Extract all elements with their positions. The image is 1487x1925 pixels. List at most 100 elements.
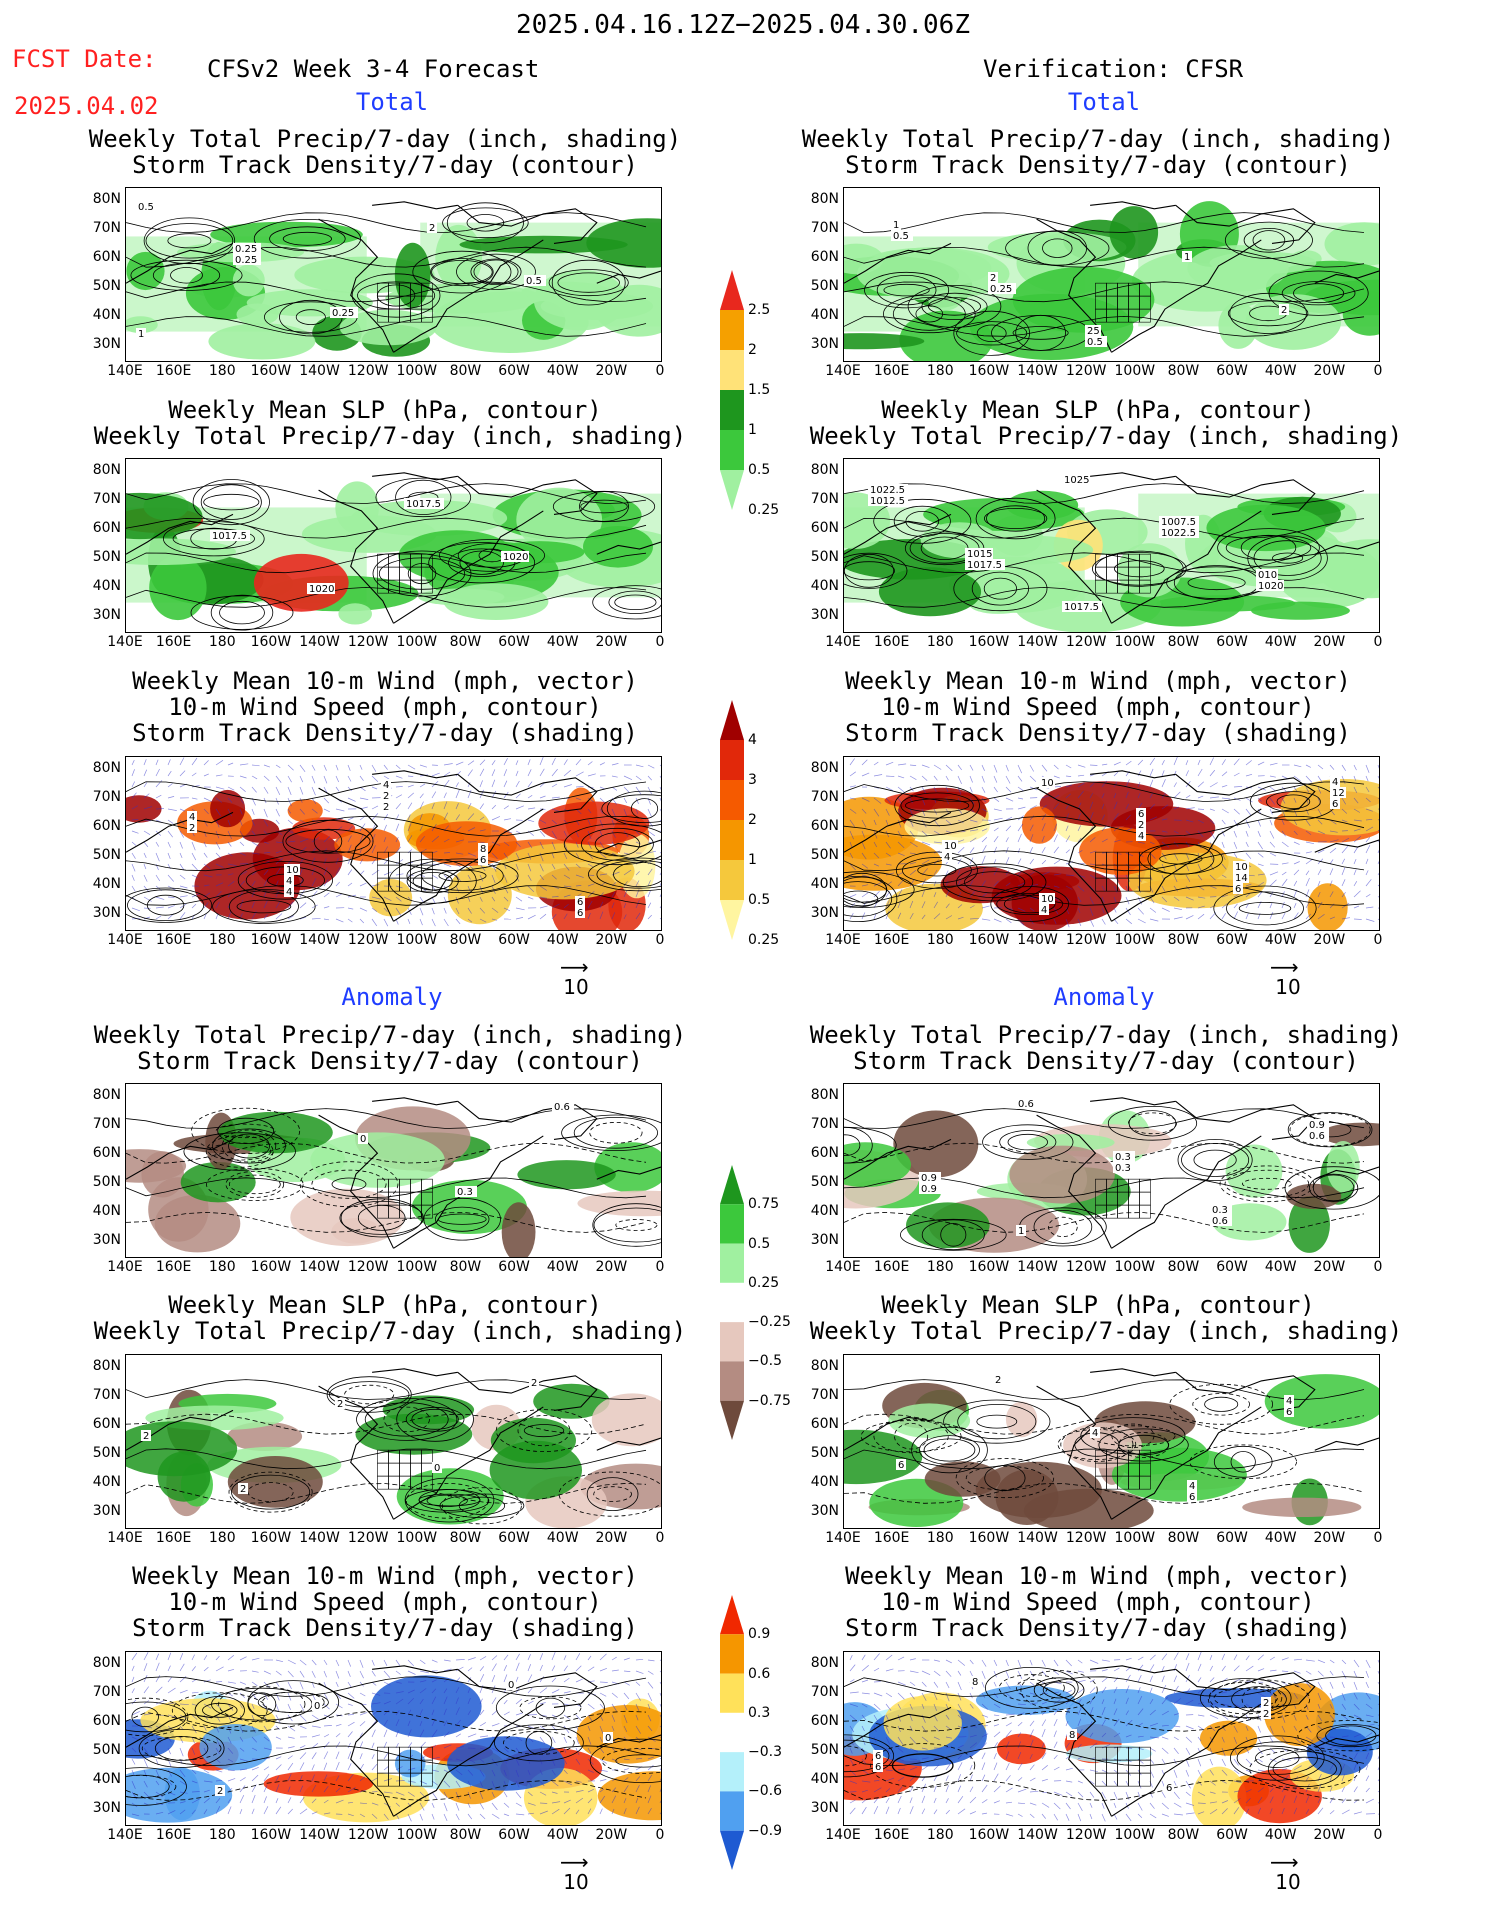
p6l-contour-label: 0 [314, 1701, 320, 1712]
p2l-coastlines [126, 472, 661, 624]
p3r-contour-label: 4 [944, 852, 950, 863]
p3l-contour-label-bg [284, 875, 294, 886]
p3r-contour-label: 4 [1041, 905, 1047, 916]
p4l-lon-tick-label: 160W [250, 1259, 292, 1275]
p1l-lon-tick-label: 140E [107, 363, 143, 379]
p3l-lon-tick-label: 40W [546, 932, 579, 948]
p3r-contour-label: 12 [1332, 788, 1345, 799]
p2r-lat-tick-label: 50N [810, 549, 839, 565]
p2l-lon-tick-label: 120W [347, 634, 389, 650]
p1l-contour-label-bg [136, 201, 158, 212]
p4l-lat-tick-label: 40N [92, 1203, 121, 1219]
p4l-contour-label-bg [358, 1133, 368, 1144]
p1l-lat-tick-label: 60N [92, 249, 121, 265]
p5r-lon-tick-label: 20W [1313, 1530, 1346, 1546]
p3r-shading-region [904, 808, 990, 845]
p3r-contour-label-bg [1330, 798, 1340, 809]
precip_anom-colorbar-swatch [720, 1361, 744, 1401]
p1r-shading-region [856, 247, 1010, 301]
storm_total-colorbar [720, 700, 744, 940]
p3r-lon-tick-label: 60W [1216, 932, 1248, 948]
p2r-contour-label: 1022.5 [1161, 528, 1196, 539]
p2r-contour-label-bg [965, 559, 1005, 570]
p1r-lat-tick-label: 40N [810, 307, 839, 323]
p3r-contour-label-bg [1136, 808, 1146, 819]
p3r-contour-label: 6 [1235, 884, 1241, 895]
p4l-lat-tick-label: 30N [92, 1232, 121, 1248]
p2r-title-1: Weekly Mean SLP (hPa, contour) [881, 396, 1315, 424]
p3l-vector-ref-label: 10 [563, 975, 589, 999]
p3r-contour-label: 2 [1138, 820, 1144, 831]
p3l-lat-tick-label: 50N [92, 847, 121, 863]
p4r-lon-tick-label: 120W [1065, 1259, 1107, 1275]
precip_total-colorbar-label: 2 [748, 342, 757, 358]
p4l-contour-label-bg [455, 1186, 477, 1197]
p1r-coastlines [844, 201, 1379, 353]
p3l-contour-label-bg [478, 854, 488, 865]
p3r-title-3: Storm Track Density/7-day (shading) [845, 719, 1351, 747]
p6l-lon-tick-label: 160W [250, 1827, 292, 1843]
p5r-lon-tick-label: 120W [1065, 1530, 1107, 1546]
p2l-lon-tick-label: 100W [396, 634, 438, 650]
p3r-lon-tick-label: 140W [1017, 932, 1058, 948]
p4r-map-panel: 0.3 0.6 0.6 0.9 0.6 0.3 0.3 0.9 0.9 1 [843, 1083, 1380, 1258]
p5l-lat-tick-label: 30N [92, 1503, 121, 1519]
p1l-shading-region [126, 316, 158, 334]
p5l-lat-tick-label: 60N [92, 1416, 121, 1432]
p4r-contour-label-bg [1113, 1151, 1135, 1162]
p3l-title-3: Storm Track Density/7-day (shading) [132, 719, 638, 747]
p4l-lon-tick-label: 0 [655, 1259, 665, 1275]
p5l-lon-tick-label: 80W [449, 1530, 482, 1546]
p3r-contour-label: 10 [1041, 894, 1054, 905]
p2l-lat-tick-label: 70N [92, 491, 121, 507]
precip_anom-colorbar-label: 0.75 [748, 1196, 780, 1213]
p1r-lon-tick-label: 40W [1264, 363, 1297, 379]
p3l-state-borders [377, 851, 433, 892]
p3l-lat-tick-label: 60N [92, 818, 121, 834]
storm_total-colorbar-swatch [720, 860, 744, 900]
p3r-contour-label-bg [1039, 904, 1049, 915]
p2l-lon-tick-label: 140E [107, 634, 143, 650]
p5r-contour-label: 4 [1189, 1481, 1195, 1492]
p3l-lon-tick-label: 140E [107, 932, 143, 948]
p5l-title-2: Weekly Total Precip/7-day (inch, shading… [93, 1317, 687, 1345]
p1l-shading-region [236, 303, 279, 326]
precip_anom-colorbar [720, 1165, 744, 1440]
p5l-contour-label-bg [335, 1398, 345, 1409]
p5r-shading-region [1242, 1497, 1362, 1517]
p1r-lat-tick-label: 70N [810, 220, 839, 236]
p2r-lat-tick-label: 60N [810, 520, 839, 536]
p1l-lon-tick-label: 180 [208, 363, 236, 379]
p5l-lat-tick-label: 70N [92, 1387, 121, 1403]
p2l-lon-tick-label: 0 [655, 634, 665, 650]
p6l-contour-label-bg [312, 1700, 322, 1711]
p3r-contour-label-bg [942, 851, 952, 862]
p2r-contour-label: 1012.5 [870, 496, 905, 507]
p1l-contour-label-bg [136, 328, 146, 339]
p3r-contour-label: 4 [1332, 777, 1338, 788]
p5r-contour-label-bg [993, 1374, 1003, 1385]
p5r-state-borders [1095, 1449, 1151, 1490]
precip_anom-colorbar-swatch [720, 1400, 744, 1440]
p1l-lon-tick-label: 60W [498, 363, 530, 379]
p6l-contour-label: 0 [605, 1733, 611, 1744]
p6l-contour-label-bg [603, 1732, 613, 1743]
p1r-contour-label: 0.5 [893, 231, 909, 242]
p3l-lon-tick-label: 180 [208, 932, 236, 948]
p5r-lat-tick-label: 60N [810, 1416, 839, 1432]
p5r-title-2: Weekly Total Precip/7-day (inch, shading… [809, 1317, 1403, 1345]
storm_total-colorbar-label: 0.5 [748, 892, 771, 908]
p2l-contour-label-bg [404, 498, 444, 509]
p1r-contour-label: 2 [1281, 305, 1287, 316]
p2r-lon-tick-label: 160E [873, 634, 910, 650]
p5r-contour-label: 6 [898, 1460, 904, 1471]
p1l-contour-label-bg [524, 275, 546, 286]
p4l-map-panel: 0 0.3 0.6 [125, 1083, 662, 1258]
p4r-lon-tick-label: 140W [1017, 1259, 1058, 1275]
p6l-contour-label-bg [506, 1679, 516, 1690]
storm_total-colorbar-label: 2 [748, 812, 757, 828]
p4r-lon-tick-label: 180 [926, 1259, 954, 1275]
p4r-contour-label-bg [919, 1172, 941, 1183]
p6r-lon-tick-label: 80W [1167, 1827, 1200, 1843]
p6r-contour-label: 6 [875, 1762, 881, 1773]
